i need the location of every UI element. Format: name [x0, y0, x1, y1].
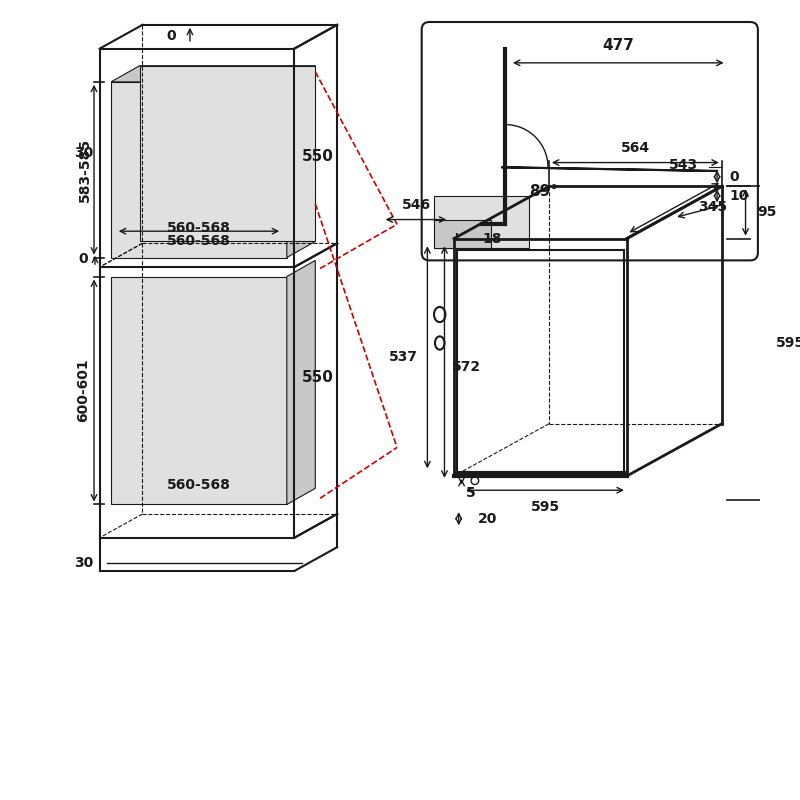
Text: 20: 20 — [478, 512, 497, 526]
Polygon shape — [287, 260, 315, 505]
Ellipse shape — [435, 336, 445, 350]
Circle shape — [471, 477, 478, 485]
Text: 600-601: 600-601 — [76, 358, 90, 422]
Text: 345: 345 — [698, 200, 727, 214]
Text: 595: 595 — [776, 336, 800, 350]
Bar — [430, 30, 750, 253]
Text: 10: 10 — [730, 189, 749, 203]
Polygon shape — [502, 167, 718, 171]
Polygon shape — [111, 66, 315, 82]
Bar — [111, 82, 287, 258]
Text: 572: 572 — [452, 360, 481, 374]
Text: 30: 30 — [74, 146, 94, 160]
Ellipse shape — [434, 307, 446, 322]
Text: 0: 0 — [78, 253, 88, 266]
Text: 564: 564 — [621, 141, 650, 155]
Text: 18: 18 — [482, 231, 502, 246]
Text: 0: 0 — [730, 170, 739, 184]
Text: 546: 546 — [402, 198, 430, 212]
Text: 560-568: 560-568 — [167, 222, 231, 235]
Bar — [111, 277, 287, 505]
Text: 95: 95 — [757, 206, 776, 219]
Text: 89°: 89° — [529, 183, 558, 198]
Text: 0: 0 — [166, 30, 176, 43]
Polygon shape — [287, 66, 315, 258]
Text: 537: 537 — [389, 350, 418, 364]
Text: 543: 543 — [670, 158, 698, 172]
Text: 583-585: 583-585 — [78, 138, 91, 202]
Polygon shape — [140, 66, 315, 242]
Text: 5: 5 — [466, 486, 476, 500]
Text: 550: 550 — [302, 370, 334, 385]
Text: 477: 477 — [602, 38, 634, 54]
Text: 560-568: 560-568 — [167, 478, 231, 493]
Text: 595: 595 — [530, 500, 560, 514]
Text: 560-568: 560-568 — [167, 234, 231, 248]
Text: 550: 550 — [302, 150, 334, 164]
Text: 30: 30 — [74, 556, 94, 570]
Bar — [434, 196, 529, 248]
FancyBboxPatch shape — [422, 22, 758, 260]
Bar — [457, 238, 624, 250]
Bar — [434, 219, 491, 248]
